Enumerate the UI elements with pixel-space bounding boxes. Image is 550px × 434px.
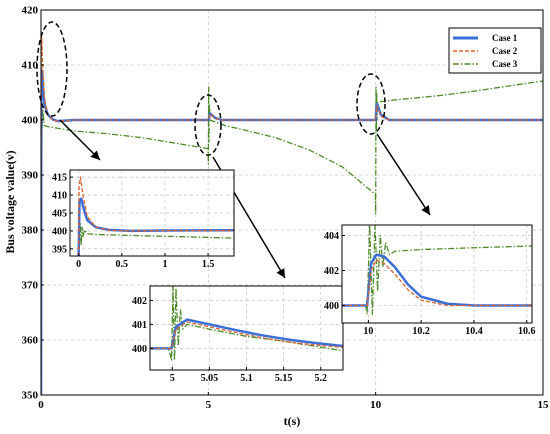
inset-1-y-tick-label-400: 400 [52, 226, 67, 237]
inset-1-y-tick-label-410: 410 [52, 191, 67, 202]
main-y-tick-label-410: 410 [22, 60, 39, 72]
inset-3-x-tick-label-10-6: 10.6 [518, 326, 536, 337]
inset-3-plot [342, 225, 532, 315]
inset-chart-start: 0 0.5 1 1.5 395 400 405 410 415 [52, 169, 235, 270]
legend-label-case-3: Case 3 [492, 59, 518, 69]
x-axis-title: t(s) [284, 414, 301, 428]
legend-label-case-1: Case 1 [492, 33, 518, 43]
inset-2-x-tick-label-5: 5 [170, 373, 175, 384]
main-series-group [41, 36, 543, 395]
inset-1-grid [70, 170, 234, 256]
inset-1-series-case-2 [77, 176, 234, 256]
legend-label-case-2: Case 2 [492, 46, 518, 56]
inset-3-x-tick-label-10: 10 [363, 326, 373, 337]
main-x-tick-label-15: 15 [538, 399, 550, 411]
inset-2-axes: 5 5.05 5.1 5.15 5.2 400 401 402 [132, 285, 344, 384]
main-y-tick-label-360: 360 [22, 335, 39, 347]
inset-1-y-tick-label-405: 405 [52, 209, 67, 220]
inset-2-series-group [150, 286, 343, 362]
inset-1-background [70, 170, 234, 256]
inset-2-y-tick-label-400: 400 [132, 344, 147, 355]
inset-3-frame [341, 224, 533, 324]
legend: Case 1 Case 2 Case 3 [448, 27, 542, 74]
highlight-ellipse-start [36, 21, 68, 117]
inset-1-x-tick-label-0-5: 0.5 [116, 259, 129, 270]
inset-1-x-tick-label-1-5: 1.5 [202, 259, 215, 270]
inset-2-x-tick-label-5-1: 5.1 [240, 373, 253, 384]
inset-2-grid [150, 286, 343, 370]
zoom-arrow-1 [59, 119, 101, 161]
highlight-ellipse-5s [194, 94, 222, 156]
main-x-tick-label-0: 0 [38, 399, 44, 411]
inset-3-series-case-2 [342, 259, 532, 307]
main-y-tick-label-370: 370 [22, 280, 39, 292]
main-y-tick-label-420: 420 [22, 5, 39, 17]
main-y-tick-label-380: 380 [22, 225, 39, 237]
inset-3-x-tick-label-10-4: 10.4 [465, 326, 483, 337]
inset-2-x-tick-label-5-2: 5.2 [314, 373, 327, 384]
main-y-tick-label-350: 350 [22, 390, 39, 402]
main-plot-frame [40, 9, 544, 396]
inset-1-series-case-1 [77, 197, 234, 256]
inset-1-plot [77, 176, 234, 256]
main-y-tick-label-400: 400 [22, 115, 39, 127]
y-axis-title: Bus voltage value(v) [3, 150, 17, 253]
main-y-tick-label-390: 390 [22, 170, 39, 182]
inset-2-plot [150, 286, 343, 362]
inset-2-x-tick-label-5-05: 5.05 [201, 373, 219, 384]
inset-3-y-tick-label-400: 400 [324, 301, 339, 312]
zoom-arrow-3 [376, 133, 431, 216]
inset-1-series-group [77, 176, 234, 256]
inset-3-y-tick-label-402: 402 [324, 266, 339, 277]
inset-1-axes: 0 0.5 1 1.5 395 400 405 410 415 [52, 169, 235, 270]
inset-chart-10s: 10 10.2 10.4 10.6 400 402 404 [324, 224, 536, 337]
legend-box [448, 27, 542, 74]
inset-3-y-tick-label-404: 404 [324, 231, 339, 242]
main-series-case-3 [41, 80, 543, 395]
inset-2-y-tick-label-402: 402 [132, 296, 147, 307]
inset-chart-5s: 5 5.05 5.1 5.15 5.2 400 401 402 [132, 285, 344, 384]
inset-3-series-group [342, 225, 532, 315]
inset-1-x-tick-label-0: 0 [76, 259, 81, 270]
highlight-ellipse-10s [356, 73, 386, 135]
main-series-case-2 [41, 36, 543, 395]
main-plot [41, 36, 543, 395]
inset-1-x-tick-label-1: 1 [162, 259, 167, 270]
inset-2-y-tick-label-401: 401 [132, 320, 147, 331]
inset-3-series-case-1 [342, 253, 532, 307]
main-x-tick-label-5: 5 [206, 399, 212, 411]
main-series-case-1 [41, 69, 543, 395]
inset-2-series-case-2 [150, 321, 343, 350]
inset-3-x-tick-label-10-2: 10.2 [412, 326, 430, 337]
main-x-tick-label-10: 10 [370, 399, 382, 411]
inset-2-x-tick-label-5-15: 5.15 [275, 373, 293, 384]
inset-1-y-tick-label-395: 395 [52, 244, 67, 255]
inset-1-y-tick-label-415: 415 [52, 173, 67, 184]
inset-3-axes: 10 10.2 10.4 10.6 400 402 404 [324, 224, 536, 337]
